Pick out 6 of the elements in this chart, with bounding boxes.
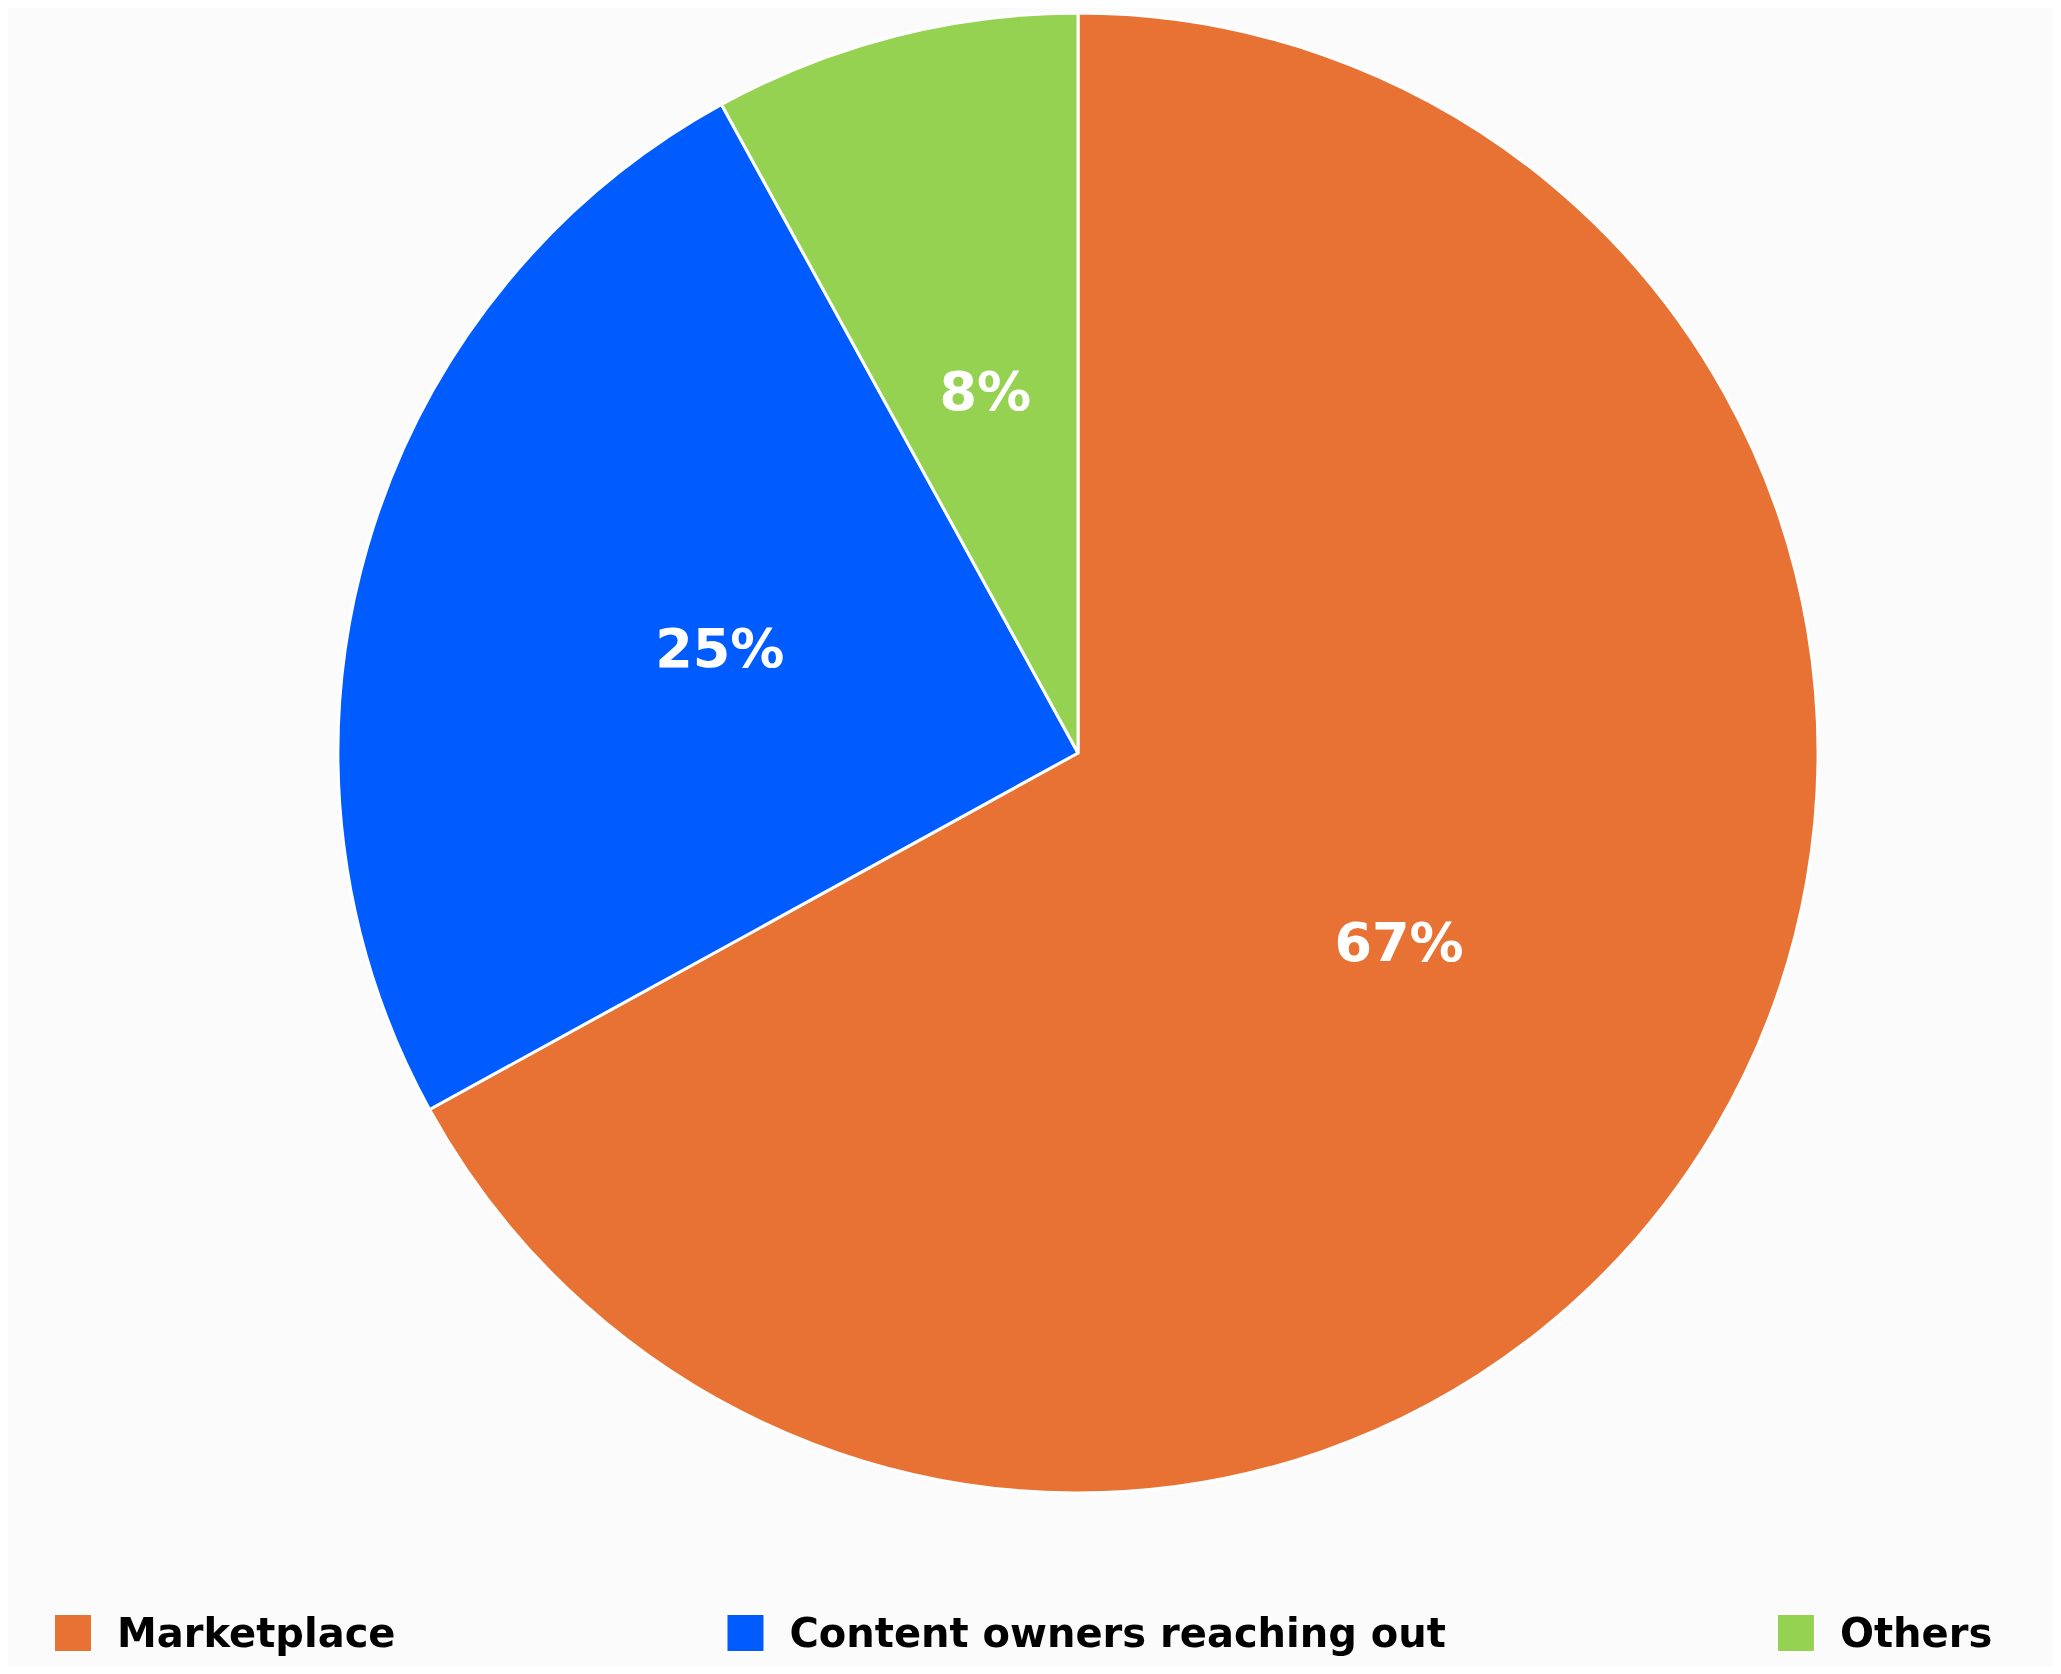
data-label: 67%	[1334, 911, 1464, 975]
legend-label: Others	[1839, 1610, 1993, 1656]
data-label: 8%	[939, 360, 1032, 424]
data-label: 25%	[655, 617, 785, 681]
legend-label: Content owners reaching out	[789, 1610, 1446, 1656]
legend-label: Marketplace	[117, 1610, 396, 1656]
